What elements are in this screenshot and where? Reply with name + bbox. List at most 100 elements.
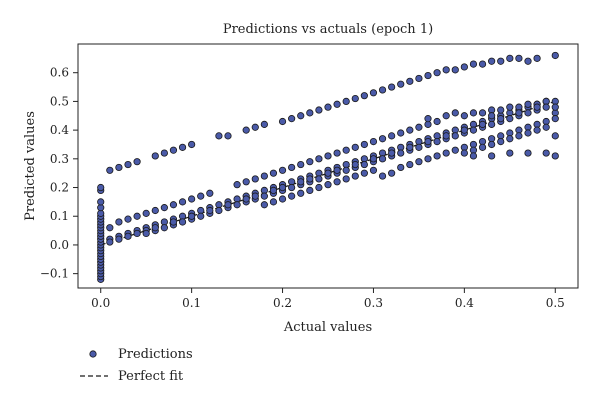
prediction-point bbox=[451, 146, 459, 154]
prediction-point bbox=[506, 54, 514, 62]
y-tick-label: 0.1 bbox=[50, 209, 69, 223]
x-tick-label: 0.5 bbox=[546, 296, 565, 310]
prediction-point bbox=[115, 235, 123, 243]
prediction-point bbox=[306, 109, 314, 117]
prediction-point bbox=[351, 94, 359, 103]
prediction-point bbox=[169, 218, 178, 226]
prediction-point bbox=[151, 152, 159, 160]
prediction-point bbox=[351, 143, 359, 151]
prediction-point bbox=[506, 149, 514, 157]
prediction-point bbox=[551, 152, 559, 160]
prediction-point bbox=[297, 178, 305, 186]
x-tick-label: 0.4 bbox=[455, 296, 474, 310]
prediction-point bbox=[369, 138, 378, 146]
prediction-point bbox=[160, 149, 168, 157]
prediction-point bbox=[251, 192, 259, 200]
prediction-point bbox=[524, 149, 532, 157]
prediction-point bbox=[551, 103, 559, 111]
prediction-point bbox=[133, 229, 141, 238]
prediction-point bbox=[478, 109, 487, 117]
prediction-point bbox=[378, 86, 387, 94]
prediction-point bbox=[169, 201, 178, 209]
prediction-point bbox=[269, 169, 278, 177]
prediction-point bbox=[506, 115, 514, 123]
prediction-point bbox=[469, 109, 478, 117]
prediction-point bbox=[433, 138, 441, 146]
prediction-point bbox=[251, 123, 259, 131]
prediction-point bbox=[133, 212, 141, 220]
prediction-point bbox=[315, 175, 323, 183]
prediction-point bbox=[342, 146, 350, 154]
prediction-point bbox=[515, 54, 523, 62]
prediction-point bbox=[415, 74, 423, 83]
prediction-point bbox=[451, 66, 459, 74]
prediction-point bbox=[551, 51, 559, 60]
prediction-point bbox=[406, 126, 414, 134]
prediction-point bbox=[478, 60, 487, 68]
x-tick-label: 0.0 bbox=[91, 296, 110, 310]
prediction-point bbox=[278, 195, 287, 203]
prediction-point bbox=[515, 132, 523, 140]
y-tick-label: 0.4 bbox=[50, 123, 69, 137]
prediction-point bbox=[460, 149, 468, 157]
legend-predictions-label: Predictions bbox=[118, 347, 193, 362]
prediction-point bbox=[206, 206, 214, 215]
prediction-point bbox=[224, 132, 232, 140]
prediction-point bbox=[488, 152, 496, 160]
prediction-point bbox=[469, 60, 478, 68]
prediction-point bbox=[206, 189, 214, 197]
x-axis: 0.0 0.1 0.2 0.3 0.4 0.5 bbox=[91, 288, 565, 310]
prediction-point bbox=[242, 126, 250, 134]
prediction-point bbox=[497, 57, 505, 65]
prediction-point bbox=[488, 140, 496, 149]
prediction-point bbox=[324, 169, 332, 177]
y-tick-label: 0.5 bbox=[50, 94, 69, 108]
prediction-point bbox=[415, 158, 423, 166]
prediction-point bbox=[278, 166, 287, 174]
prediction-point bbox=[542, 149, 550, 157]
prediction-point bbox=[251, 175, 259, 183]
y-tick-label: 0.6 bbox=[50, 66, 69, 80]
prediction-point bbox=[260, 120, 268, 128]
prediction-point bbox=[469, 152, 478, 160]
prediction-point bbox=[360, 140, 368, 149]
prediction-point bbox=[360, 169, 368, 177]
prediction-point bbox=[333, 149, 341, 157]
prediction-point bbox=[178, 198, 187, 206]
x-tick-label: 0.1 bbox=[182, 296, 201, 310]
prediction-point bbox=[188, 195, 196, 203]
prediction-point bbox=[369, 155, 378, 163]
prediction-point bbox=[415, 143, 423, 151]
prediction-point bbox=[188, 140, 196, 149]
prediction-point bbox=[215, 132, 223, 140]
prediction-point bbox=[524, 100, 532, 108]
x-tick-label: 0.3 bbox=[364, 296, 383, 310]
prediction-point bbox=[97, 183, 105, 192]
prediction-point bbox=[124, 215, 132, 223]
prediction-point bbox=[315, 106, 323, 114]
prediction-point bbox=[424, 115, 432, 123]
prediction-point bbox=[515, 109, 523, 117]
prediction-point bbox=[269, 198, 278, 206]
prediction-point bbox=[488, 120, 496, 128]
prediction-point bbox=[524, 109, 532, 117]
prediction-point bbox=[269, 186, 278, 194]
x-axis-label: Actual values bbox=[283, 320, 372, 335]
prediction-point bbox=[442, 149, 450, 157]
chart-title: Predictions vs actuals (epoch 1) bbox=[223, 22, 433, 37]
prediction-point bbox=[406, 143, 414, 151]
prediction-point bbox=[233, 201, 241, 209]
y-tick-label: −0.1 bbox=[40, 267, 69, 281]
prediction-point bbox=[460, 63, 468, 71]
prediction-point bbox=[388, 83, 396, 91]
prediction-point bbox=[442, 66, 450, 74]
prediction-point bbox=[360, 160, 368, 169]
prediction-point bbox=[524, 129, 532, 137]
prediction-point bbox=[233, 181, 241, 189]
prediction-point bbox=[478, 120, 487, 128]
prediction-point bbox=[424, 155, 432, 163]
prediction-point bbox=[333, 178, 341, 186]
prediction-points bbox=[97, 51, 559, 283]
prediction-point bbox=[324, 152, 332, 160]
